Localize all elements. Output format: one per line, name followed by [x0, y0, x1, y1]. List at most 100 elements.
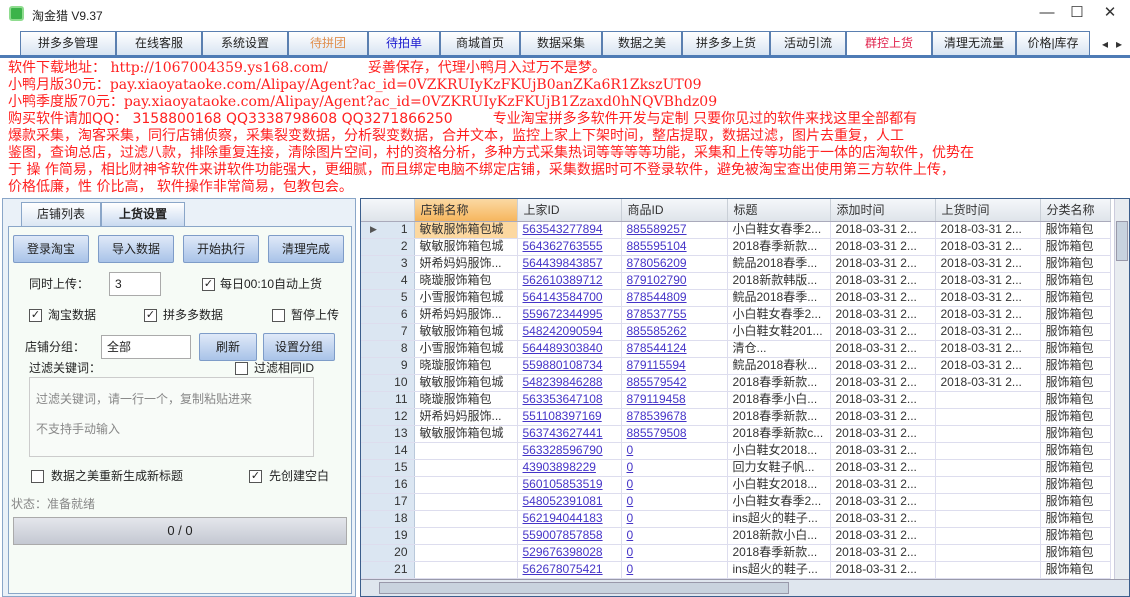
table-row[interactable]: 15 43903898229 0 回力女鞋子帆... 2018-03-31 2... 服饰…	[361, 459, 1111, 477]
shop-group-select[interactable]: 全部	[101, 335, 191, 359]
supplier-id-cell[interactable]: 564439843857	[517, 255, 622, 273]
column-header[interactable]: 上货时间	[935, 199, 1041, 222]
subtab-upload-settings[interactable]: 上货设置	[101, 202, 185, 226]
supplier-id-link[interactable]: 563743627441	[522, 426, 603, 440]
supplier-id-cell[interactable]: 563543277894	[517, 221, 622, 239]
column-header[interactable]: 商品ID	[621, 199, 728, 222]
tab-scroll-left-icon[interactable]: ◂	[1101, 37, 1109, 51]
supplier-id-link[interactable]: 563353647108	[522, 392, 603, 406]
supplier-id-cell[interactable]: 548239846288	[517, 374, 622, 392]
product-id-cell[interactable]: 885585262	[621, 323, 728, 341]
table-row[interactable]: 10 敏敏服饰箱包城 548239846288 885579542 2018春季新款..…	[361, 374, 1111, 392]
product-id-link[interactable]: 0	[626, 443, 634, 457]
product-id-link[interactable]: 885595104	[626, 239, 687, 253]
table-row[interactable]: 5 小雪服饰箱包城 564143584700 878544809 鲩品2018春季...…	[361, 289, 1111, 307]
taobao-data-checkbox[interactable]: ✓	[29, 309, 42, 322]
table-row[interactable]: 3 妍希妈妈服饰... 564439843857 878056209 鲩品2018春季.…	[361, 255, 1111, 273]
product-id-link[interactable]: 879115594	[626, 358, 686, 372]
table-row[interactable]: 11 晓璇服饰箱包 563353647108 879119458 2018春季小白...…	[361, 391, 1111, 409]
product-id-cell[interactable]: 878539678	[621, 408, 728, 426]
product-id-link[interactable]: 878544124	[626, 341, 687, 355]
product-id-cell[interactable]: 0	[621, 561, 728, 579]
supplier-id-cell[interactable]: 562610389712	[517, 272, 622, 290]
product-id-link[interactable]: 878056209	[626, 256, 687, 270]
supplier-id-link[interactable]: 560105853519	[522, 477, 603, 491]
subtab-shop-list[interactable]: 店铺列表	[21, 202, 101, 226]
login-taobao-button[interactable]: 登录淘宝	[13, 235, 89, 263]
tab-10[interactable]: 群控上货	[846, 31, 932, 55]
supplier-id-link[interactable]: 562194044183	[522, 511, 603, 525]
supplier-id-cell[interactable]: 548052391081	[517, 493, 622, 511]
tab-6[interactable]: 数据采集	[520, 31, 602, 55]
product-id-cell[interactable]: 885579508	[621, 425, 728, 443]
table-row[interactable]: 12 妍希妈妈服饰... 551108397169 878539678 2018春季新款…	[361, 408, 1111, 426]
supplier-id-cell[interactable]: 43903898229	[517, 459, 622, 477]
product-id-cell[interactable]: 0	[621, 510, 728, 528]
clear-done-button[interactable]: 清理完成	[268, 235, 344, 263]
supplier-id-link[interactable]: 559880108734	[522, 358, 603, 372]
supplier-id-link[interactable]: 563543277894	[522, 222, 603, 236]
tab-4[interactable]: 待拍单	[368, 31, 440, 55]
tab-11[interactable]: 清理无流量	[932, 31, 1016, 55]
tab-8[interactable]: 拼多多上货	[682, 31, 770, 55]
tab-12[interactable]: 价格|库存	[1016, 31, 1090, 55]
pause-upload-checkbox[interactable]	[272, 309, 285, 322]
table-row[interactable]: 16 560105853519 0 小白鞋女2018... 2018-03-31 2..…	[361, 476, 1111, 494]
import-data-button[interactable]: 导入数据	[98, 235, 174, 263]
supplier-id-link[interactable]: 564143584700	[522, 290, 603, 304]
minimize-button[interactable]: —	[1039, 4, 1055, 21]
supplier-id-cell[interactable]: 560105853519	[517, 476, 622, 494]
product-id-cell[interactable]: 878056209	[621, 255, 728, 273]
product-id-cell[interactable]: 879115594	[621, 357, 728, 375]
table-row[interactable]: 20 529676398028 0 2018春季新款... 2018-03-31 2..…	[361, 544, 1111, 562]
column-header[interactable]: 添加时间	[830, 199, 936, 222]
product-id-link[interactable]: 0	[626, 477, 634, 491]
supplier-id-link[interactable]: 559007857858	[522, 528, 603, 542]
product-id-cell[interactable]: 885579542	[621, 374, 728, 392]
product-id-link[interactable]: 878544809	[626, 290, 687, 304]
supplier-id-cell[interactable]: 562678075421	[517, 561, 622, 579]
product-id-cell[interactable]: 878544124	[621, 340, 728, 358]
product-id-link[interactable]: 0	[626, 494, 634, 508]
table-row[interactable]: 6 妍希妈妈服饰... 559672344995 878537755 小白鞋女春季2..…	[361, 306, 1111, 324]
supplier-id-cell[interactable]: 559672344995	[517, 306, 622, 324]
supplier-id-cell[interactable]: 564143584700	[517, 289, 622, 307]
table-row[interactable]: 13 敏敏服饰箱包城 563743627441 885579508 2018春季新款c.…	[361, 425, 1111, 443]
filter-same-checkbox[interactable]	[235, 362, 248, 375]
product-id-link[interactable]: 878537755	[626, 307, 687, 321]
tab-2[interactable]: 系统设置	[202, 31, 288, 55]
product-id-cell[interactable]: 879102790	[621, 272, 728, 290]
column-header[interactable]: 店铺名称	[414, 199, 518, 222]
table-row[interactable]: 14 563328596790 0 小白鞋女2018... 2018-03-31 2..…	[361, 442, 1111, 460]
supplier-id-link[interactable]: 563328596790	[522, 443, 603, 457]
table-row[interactable]: 2 敏敏服饰箱包城 564362763555 885595104 2018春季新款...…	[361, 238, 1111, 256]
product-id-link[interactable]: 885585262	[626, 324, 687, 338]
filter-keywords-textarea[interactable]: 过滤关键词，请一行一个，复制粘贴进来 不支持手动输入	[29, 377, 314, 457]
vertical-scroll-thumb[interactable]	[1116, 221, 1128, 261]
tab-scroll-right-icon[interactable]: ▸	[1115, 37, 1123, 51]
concurrent-select[interactable]: 3	[109, 272, 161, 296]
product-id-cell[interactable]: 885589257	[621, 221, 728, 239]
maximize-button[interactable]: ☐	[1070, 4, 1084, 21]
supplier-id-link[interactable]: 548052391081	[522, 494, 603, 508]
table-row[interactable]: 18 562194044183 0 ins超火的鞋子... 2018-03-31 2..…	[361, 510, 1111, 528]
regen-title-checkbox[interactable]	[31, 470, 44, 483]
start-button[interactable]: 开始执行	[183, 235, 259, 263]
table-row[interactable]: 19 559007857858 0 2018新款小白... 2018-03-31 2..…	[361, 527, 1111, 545]
supplier-id-link[interactable]: 562678075421	[522, 562, 603, 576]
tab-0[interactable]: 拼多多管理	[20, 31, 116, 55]
supplier-id-link[interactable]: 43903898229	[522, 460, 596, 474]
column-header[interactable]: 分类名称	[1040, 199, 1111, 222]
product-id-cell[interactable]: 0	[621, 476, 728, 494]
product-id-link[interactable]: 878539678	[626, 409, 687, 423]
refresh-button[interactable]: 刷新	[199, 333, 257, 361]
supplier-id-cell[interactable]: 564362763555	[517, 238, 622, 256]
tab-7[interactable]: 数据之美	[602, 31, 682, 55]
close-button[interactable]: ✕	[1103, 4, 1117, 21]
product-id-link[interactable]: 0	[626, 545, 634, 559]
column-header[interactable]: 标题	[727, 199, 831, 222]
supplier-id-cell[interactable]: 563743627441	[517, 425, 622, 443]
supplier-id-cell[interactable]: 529676398028	[517, 544, 622, 562]
supplier-id-cell[interactable]: 564489303840	[517, 340, 622, 358]
tab-1[interactable]: 在线客服	[116, 31, 202, 55]
